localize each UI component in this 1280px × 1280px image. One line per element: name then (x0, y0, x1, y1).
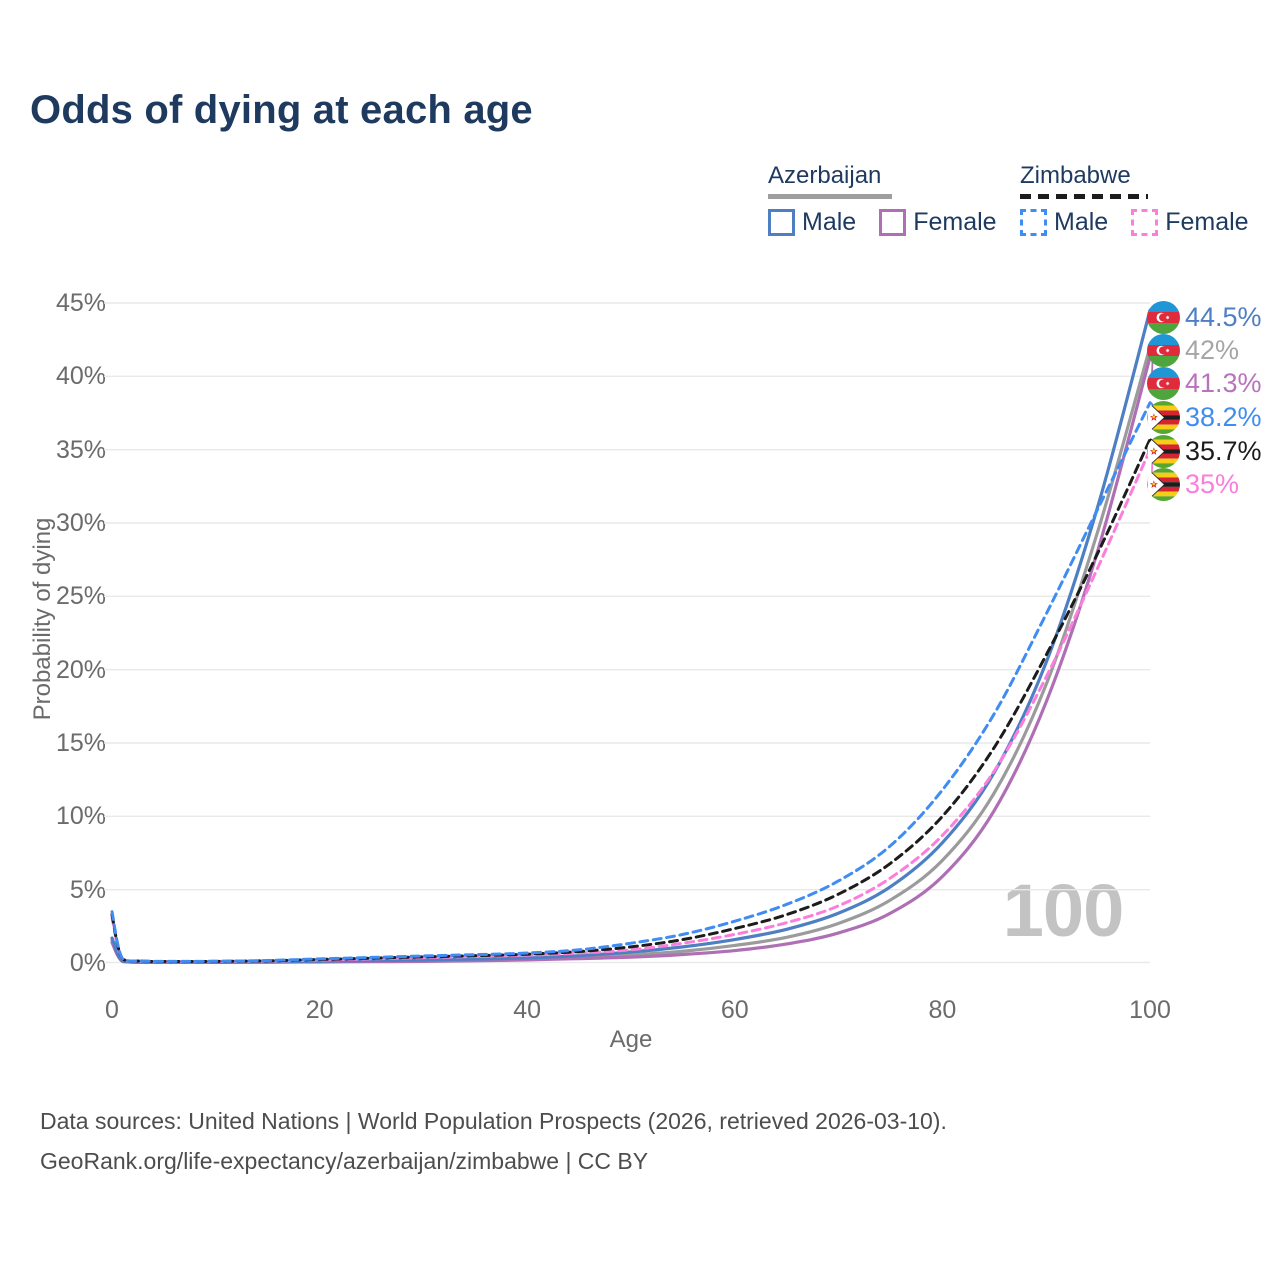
legend-item-label-zimbabwe-male: Male (1054, 208, 1109, 236)
azerbaijan-flag-icon (1147, 366, 1180, 400)
legend-item-azerbaijan-male[interactable]: Male (768, 208, 856, 237)
legend-item-label-azerbaijan-male: Male (802, 208, 857, 236)
y-axis-title: Probability of dying (29, 517, 56, 721)
x-tick-label: 80 (928, 996, 957, 1024)
legend-group-zimbabwe: Zimbabwe Male Female (1020, 162, 1249, 237)
x-tick-label: 0 (105, 996, 119, 1024)
legend-item-zimbabwe-male[interactable]: Male (1020, 208, 1108, 237)
legend-item-label-azerbaijan-female: Female (913, 208, 997, 236)
y-tick-label: 15% (55, 729, 106, 757)
end-value-label: 42% (1185, 334, 1240, 365)
data-sources-text: Data sources: United Nations | World Pop… (40, 1108, 947, 1134)
legend-underline-zimbabwe (1020, 194, 1148, 199)
legend-item-label-zimbabwe-female: Female (1165, 208, 1249, 236)
legend-swatch-zimbabwe-male (1020, 209, 1047, 236)
y-tick-label: 45% (55, 289, 106, 317)
series-end-label-zw_comb: 35.7% (1147, 434, 1262, 468)
end-value-label: 38.2% (1185, 401, 1262, 432)
x-tick-label: 20 (305, 996, 334, 1024)
zimbabwe-flag-icon (1147, 467, 1180, 501)
end-value-label: 41.3% (1185, 367, 1262, 398)
azerbaijan-flag-icon (1147, 300, 1180, 334)
end-value-label: 44.5% (1185, 301, 1262, 332)
y-tick-label: 5% (69, 875, 106, 904)
y-tick-label: 20% (55, 655, 106, 684)
page-title: Odds of dying at each age (30, 88, 533, 132)
azerbaijan-flag-icon (1147, 333, 1180, 367)
end-value-label: 35% (1185, 468, 1240, 499)
series-end-label-az_comb: 42% (1147, 333, 1239, 367)
legend-group-azerbaijan: Azerbaijan Male Female (768, 162, 997, 237)
y-tick-label: 0% (69, 948, 106, 977)
hover-age-watermark: 100 (1002, 869, 1124, 952)
end-value-label: 35.7% (1185, 435, 1262, 466)
y-tick-label: 25% (55, 582, 106, 611)
series-end-label-az_female: 41.3% (1147, 366, 1262, 400)
legend-item-zimbabwe-female[interactable]: Female (1131, 208, 1249, 237)
x-axis-title: Age (609, 1026, 653, 1053)
series-end-label-zw_female: 35% (1147, 467, 1239, 501)
y-tick-label: 40% (55, 362, 106, 391)
series-line-az_male (110, 308, 1152, 964)
legend-country-zimbabwe[interactable]: Zimbabwe (1020, 162, 1249, 199)
legend-swatch-azerbaijan-female (879, 209, 907, 236)
x-tick-label: 60 (720, 996, 749, 1024)
series-end-label-zw_male: 38.2% (1147, 400, 1262, 434)
y-tick-label: 30% (55, 509, 106, 537)
legend-country-azerbaijan[interactable]: Azerbaijan (768, 162, 997, 199)
attribution-text: GeoRank.org/life-expectancy/azerbaijan/z… (40, 1148, 649, 1174)
x-tick-label: 40 (513, 996, 542, 1024)
legend-underline-azerbaijan (768, 194, 892, 199)
legend-country-label-azerbaijan: Azerbaijan (768, 162, 882, 189)
zimbabwe-flag-icon (1147, 400, 1180, 434)
x-tick-label: 100 (1129, 996, 1171, 1024)
legend-country-label-zimbabwe: Zimbabwe (1020, 162, 1131, 189)
series-end-label-az_male: 44.5% (1147, 300, 1262, 334)
legend-item-azerbaijan-female[interactable]: Female (879, 208, 997, 237)
legend-swatch-azerbaijan-male (768, 209, 795, 236)
y-tick-label: 35% (55, 435, 106, 464)
zimbabwe-flag-icon (1147, 434, 1180, 468)
legend-swatch-zimbabwe-female (1131, 209, 1159, 236)
y-tick-label: 10% (55, 802, 106, 831)
